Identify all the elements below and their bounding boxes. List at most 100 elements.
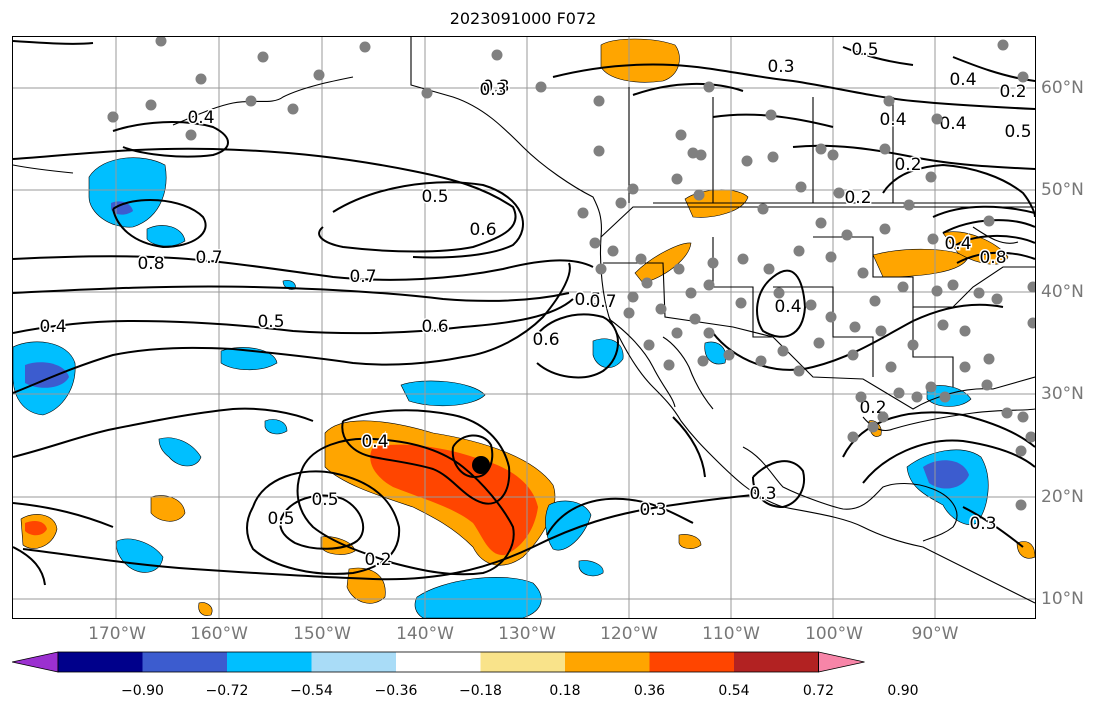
coastlines — [13, 37, 1035, 604]
lon-label: 130°W — [498, 624, 556, 644]
contour-label: 0.5 — [311, 490, 338, 510]
lon-label: 160°W — [190, 624, 248, 644]
contour-label: 0.8 — [979, 248, 1006, 268]
station-dot — [1017, 411, 1029, 423]
lat-label: 30°N — [1041, 384, 1084, 404]
lon-label: 120°W — [600, 624, 658, 644]
lon-label: 150°W — [293, 624, 351, 644]
contour-label: 0.4 — [361, 432, 388, 452]
station-dot — [857, 267, 869, 279]
contour-label: 0.6 — [421, 317, 448, 337]
station-dot — [627, 183, 639, 195]
contour-label: 0.2 — [999, 82, 1026, 102]
colorbar-bin — [734, 652, 819, 672]
station-dot — [707, 257, 719, 269]
colorbar-tick-label: 0.18 — [549, 683, 581, 699]
station-dot — [997, 39, 1009, 51]
station-dot — [735, 297, 747, 309]
station-dot — [991, 293, 1003, 305]
contour-label: 0.4 — [879, 110, 906, 130]
station-dot — [615, 197, 627, 209]
station-dot — [825, 251, 837, 263]
station-dot — [697, 355, 709, 367]
lon-label: 100°W — [805, 624, 863, 644]
contour-label: 0.7 — [589, 292, 616, 312]
station-dot — [879, 143, 891, 155]
station-dot — [313, 69, 325, 81]
colorbar-tick-label: 0.36 — [633, 683, 666, 699]
station-dot — [491, 49, 503, 61]
station-dot — [1001, 407, 1013, 419]
station-dot — [627, 291, 639, 303]
station-dot — [1015, 445, 1027, 457]
station-dot — [593, 145, 605, 157]
station-dot — [879, 223, 891, 235]
contour-label: 0.4 — [39, 317, 66, 337]
contour-label: 0.5 — [1004, 122, 1031, 142]
station-dot — [589, 237, 601, 249]
contour-label: 0.7 — [195, 248, 222, 268]
station-dot — [847, 431, 859, 443]
contour-label: 0.2 — [364, 550, 391, 570]
station-dot — [703, 279, 715, 291]
station-dot — [287, 103, 299, 115]
station-dot — [607, 245, 619, 257]
lat-label: 10°N — [1041, 589, 1084, 609]
station-dot — [907, 339, 919, 351]
contour-label: 0.8 — [137, 254, 164, 274]
contour-label: 0.2 — [844, 188, 871, 208]
contour-label: 0.5 — [574, 290, 601, 310]
station-dot — [827, 149, 839, 161]
station-dot — [703, 327, 715, 339]
colorbar-tick-label: 0.90 — [887, 683, 919, 699]
station-dot — [703, 81, 715, 93]
lon-label: 110°W — [702, 624, 760, 644]
station-dot — [903, 199, 915, 211]
station-dot — [1015, 499, 1027, 511]
station-dot — [635, 253, 647, 265]
map-canvas: 0.3 0.4 0.5 0.6 0.7 0.8 0.7 0.6 0.5 0.4 0.5 0.4 0.3 0… — [13, 37, 1035, 618]
contour-label: 0.3 — [639, 500, 666, 520]
contour-label: 0.4 — [944, 234, 971, 254]
station-dot — [1017, 71, 1029, 83]
station-dot — [655, 303, 667, 315]
station-dot — [793, 245, 805, 257]
station-dot — [359, 41, 371, 53]
station-dot — [773, 287, 785, 299]
contour-label: 0.7 — [349, 267, 376, 287]
station-dot — [155, 37, 167, 47]
station-dot — [777, 345, 789, 357]
station-dot — [867, 421, 879, 433]
contour-label: 0.5 — [257, 312, 284, 332]
colorbar-bin — [649, 652, 735, 672]
station-markers — [107, 37, 1035, 511]
station-dot — [983, 215, 995, 227]
station-dot — [815, 217, 827, 229]
colorbar-bin — [227, 652, 312, 672]
station-dot — [877, 411, 889, 423]
lat-label: 40°N — [1041, 282, 1084, 302]
colorbar-tick-label: −0.90 — [121, 683, 164, 699]
station-dot — [883, 95, 895, 107]
storm-center-marker — [472, 456, 490, 474]
contour-label: 0.5 — [267, 509, 294, 529]
station-dot — [981, 379, 993, 391]
map-title: 2023091000 F072 — [449, 9, 597, 28]
station-dot — [931, 285, 943, 297]
contour-label: 0.2 — [894, 155, 921, 175]
contour-label: 0.4 — [774, 297, 801, 317]
station-dot — [755, 355, 767, 367]
station-dot — [1025, 431, 1035, 443]
station-dot — [185, 129, 197, 141]
station-dot — [925, 381, 937, 393]
station-dot — [689, 313, 701, 325]
station-dot — [595, 263, 607, 275]
colorbar-tick-label: −0.54 — [290, 683, 333, 699]
station-dot — [833, 187, 845, 199]
station-dot — [577, 207, 589, 219]
station-dot — [931, 113, 943, 125]
station-dot — [145, 99, 157, 111]
colorbar-tick-label: −0.18 — [459, 683, 502, 699]
station-dot — [849, 321, 861, 333]
station-dot — [813, 337, 825, 349]
